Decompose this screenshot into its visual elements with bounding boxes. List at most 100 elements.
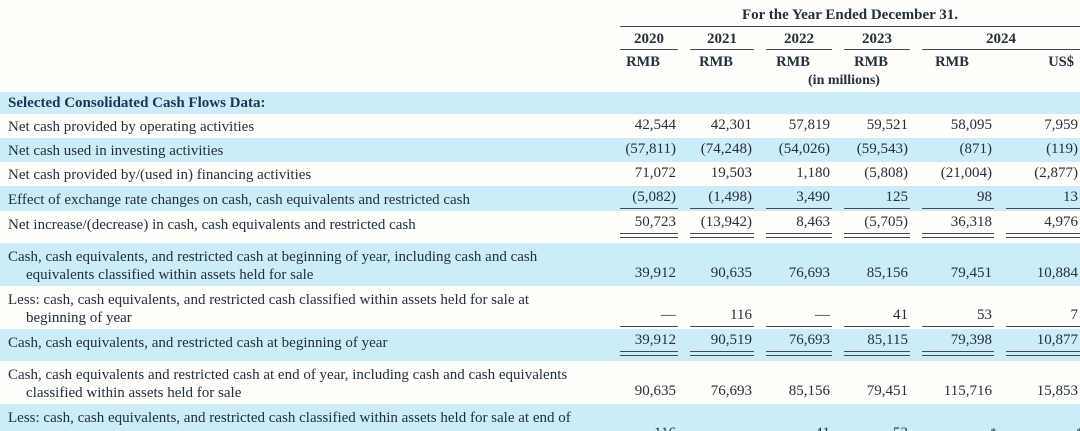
table-row: Net increase/(decrease) in cash, cash eq… <box>0 211 1080 243</box>
cell-2020-rmb: 39,912 <box>608 329 678 361</box>
cell-2024-rmb: 36,318 <box>910 211 994 243</box>
row-label: Less: cash, cash equivalents, and restri… <box>8 410 571 431</box>
year-2023-header: 2023 <box>832 27 910 50</box>
cell-2024-rmb: 98 <box>910 186 994 211</box>
cell-2024-usd: 15,853 <box>1036 383 1078 399</box>
cell-2021-rmb: 90,519 <box>678 329 754 361</box>
cell-2021-rmb: (1,498) <box>678 186 754 211</box>
footnote-asterisk: * <box>991 427 997 431</box>
cell-2023-rmb: 125 <box>832 186 910 211</box>
year-2022-header: 2022 <box>754 27 832 50</box>
cell-2021-rmb: (74,248) <box>700 141 752 157</box>
cell-2024-rmb: (21,004) <box>940 165 992 181</box>
row-label: Net cash provided by operating activitie… <box>8 119 255 135</box>
table-row: Cash, cash equivalents, and restricted c… <box>0 243 1080 286</box>
units-note: (in millions) <box>808 73 880 88</box>
row-label: Cash, cash equivalents, and restricted c… <box>8 335 388 351</box>
cell-2024-usd: 4,976 <box>994 211 1080 243</box>
cell-2024-rmb: —* <box>910 404 997 431</box>
units-note-cell: (in millions) <box>608 71 1080 92</box>
cell-2021-rmb: 90,635 <box>710 265 752 281</box>
year-2021-header: 2021 <box>678 27 754 50</box>
row-label-cell: Net cash provided by/(used in) financing… <box>0 162 608 186</box>
table-body: Selected Consolidated Cash Flows Data: N… <box>0 92 1080 431</box>
cell-2024-rmb: (871) <box>959 141 993 157</box>
row-label-cell: Cash, cash equivalents, and restricted c… <box>0 243 608 286</box>
cell-2024-usd: 13 <box>994 186 1080 211</box>
spacer-cell <box>0 71 608 92</box>
table-row: Effect of exchange rate changes on cash,… <box>0 186 1080 211</box>
period-header: For the Year Ended December 31. <box>620 4 1080 27</box>
period-header-cell: For the Year Ended December 31. <box>608 4 1080 27</box>
cell-2023-rmb: (5,808) <box>864 165 908 181</box>
currency-2024-usd: US$ <box>1048 54 1074 70</box>
cell-2023-rmb: 85,115 <box>832 329 910 361</box>
spacer-cell <box>0 4 608 27</box>
row-label-cell: Cash, cash equivalents and restricted ca… <box>0 361 608 404</box>
cell-2023-rmb: (59,543) <box>856 141 908 157</box>
section-header-row: Selected Consolidated Cash Flows Data: <box>0 92 1080 114</box>
row-label-cell: Cash, cash equivalents, and restricted c… <box>0 329 608 361</box>
cell-2022-rmb: 1,180 <box>796 165 830 181</box>
section-title: Selected Consolidated Cash Flows Data: <box>8 95 266 111</box>
year-2020-header: 2020 <box>608 27 678 50</box>
cell-2022-rmb: 57,819 <box>788 117 830 133</box>
table-row: Net cash provided by operating activitie… <box>0 114 1080 138</box>
cell-2024-usd: (2,877) <box>1034 165 1078 181</box>
cash-flows-table: For the Year Ended December 31. 2020 202… <box>0 4 1080 431</box>
cell-2020-rmb: (5,082) <box>608 186 678 211</box>
currency-2024-rmb: RMB <box>935 54 969 70</box>
units-header-row: (in millions) <box>0 71 1080 92</box>
row-label: Net increase/(decrease) in cash, cash eq… <box>8 217 416 233</box>
table-row: Net cash used in investing activities (5… <box>0 138 1080 162</box>
table-row: Cash, cash equivalents and restricted ca… <box>0 361 1080 404</box>
row-label: Net cash provided by/(used in) financing… <box>8 167 312 183</box>
currency-2022: RMB <box>776 54 810 70</box>
cell-2022-rmb: 76,693 <box>788 265 830 281</box>
cell-2020-rmb: 71,072 <box>634 165 676 181</box>
cell-2024-usd: 7,959 <box>1044 117 1078 133</box>
table-row: Less: cash, cash equivalents, and restri… <box>0 286 1080 329</box>
cell-2024-usd: (119) <box>1046 141 1078 157</box>
cell-2021-rmb: 116 <box>678 286 754 329</box>
cell-2024-usd: —* <box>994 404 1080 431</box>
cell-2020-rmb: 50,723 <box>608 211 678 243</box>
cell-2020-rmb: 39,912 <box>634 265 676 281</box>
row-label: Less: cash, cash equivalents, and restri… <box>8 292 530 326</box>
table-row: Cash, cash equivalents, and restricted c… <box>0 329 1080 361</box>
cell-2024-rmb: 79,398 <box>910 329 994 361</box>
cell-2020-rmb: 90,635 <box>634 383 676 399</box>
years-header-row: 2020 2021 2022 2023 2024 <box>0 27 1080 50</box>
spacer-cell <box>0 27 608 50</box>
cell-2021-rmb: 19,503 <box>710 165 752 181</box>
cell-2020-rmb: (57,811) <box>625 141 676 157</box>
spacer-cell <box>0 50 608 71</box>
cell-2021-rmb: 76,693 <box>710 383 752 399</box>
currency-2021: RMB <box>699 54 733 70</box>
cell-2023-rmb: 85,156 <box>866 265 908 281</box>
currency-2020: RMB <box>626 54 660 70</box>
cell-2022-rmb: — <box>754 286 832 329</box>
currency-2023: RMB <box>854 54 888 70</box>
cell-2024-rmb: 115,716 <box>943 383 992 399</box>
row-label: Net cash used in investing activities <box>8 143 224 159</box>
cell-2024-usd: 7 <box>994 286 1080 329</box>
cell-2022-rmb: 76,693 <box>754 329 832 361</box>
cell-2021-rmb: 42,301 <box>710 117 752 133</box>
cell-2023-rmb: 53 <box>832 404 910 431</box>
table-header: For the Year Ended December 31. 2020 202… <box>0 4 1080 92</box>
cell-2023-rmb: 41 <box>832 286 910 329</box>
row-label-cell: Net cash used in investing activities <box>0 138 608 162</box>
cell-2020-rmb: — <box>608 286 678 329</box>
period-header-row: For the Year Ended December 31. <box>0 4 1080 27</box>
cell-2022-rmb: (54,026) <box>778 141 830 157</box>
table-row: Less: cash, cash equivalents, and restri… <box>0 404 1080 431</box>
cell-2024-rmb: 53 <box>910 286 994 329</box>
footnote-asterisk: * <box>1077 427 1080 431</box>
cell-2024-rmb: 58,095 <box>950 117 992 133</box>
cell-2024-usd: 10,884 <box>1036 265 1078 281</box>
cell-2022-rmb: 41 <box>754 404 832 431</box>
cell-2021-rmb: (13,942) <box>678 211 754 243</box>
cell-2022-rmb: 8,463 <box>754 211 832 243</box>
